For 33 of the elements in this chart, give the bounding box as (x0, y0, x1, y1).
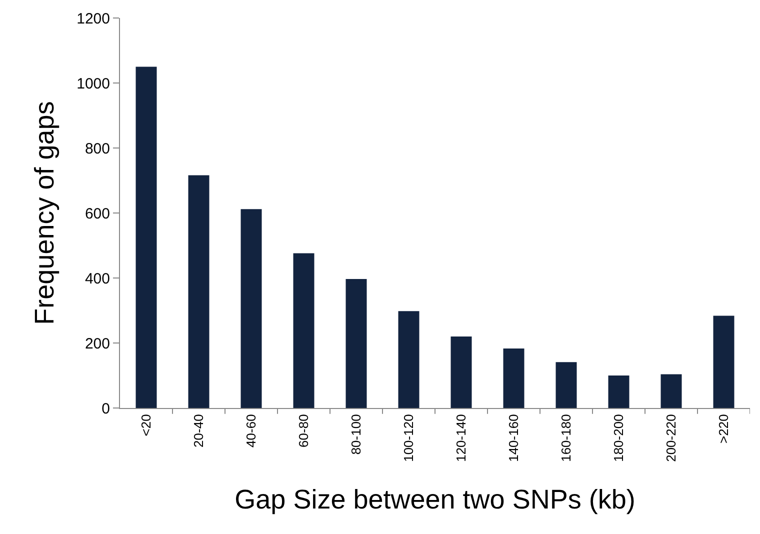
x-tick-label: 160-180 (558, 414, 574, 462)
bar (450, 336, 472, 408)
bar (136, 66, 157, 408)
bar (660, 374, 682, 408)
bar (713, 316, 734, 408)
y-tick-label: 600 (84, 205, 110, 222)
x-tick-label: 80-100 (348, 414, 364, 455)
x-tick-label: 180-200 (610, 414, 626, 462)
bar (608, 376, 630, 408)
x-tick-label: <20 (138, 414, 154, 436)
x-tick-label: >220 (716, 414, 731, 444)
y-axis-title: Frequency of gaps (30, 101, 60, 325)
x-tick-label: 100-120 (400, 414, 416, 462)
y-tick-label: 0 (102, 400, 110, 418)
y-tick-label: 400 (84, 270, 110, 288)
bar (240, 209, 262, 408)
x-tick-label: 140-160 (506, 414, 521, 462)
y-tick-label: 800 (84, 140, 110, 158)
bar (556, 362, 577, 408)
x-tick-label: 200-220 (663, 414, 678, 462)
x-tick-label: 120-140 (453, 414, 468, 462)
x-tick-label: 40-60 (243, 414, 258, 448)
x-tick-label: 20-40 (190, 414, 206, 448)
y-tick-label: 1200 (76, 10, 110, 28)
bar (188, 175, 210, 408)
y-tick-label: 1000 (76, 75, 110, 92)
bar (398, 311, 420, 408)
y-tick-label: 200 (84, 335, 110, 352)
bar (503, 348, 524, 408)
bar (293, 253, 314, 408)
x-tick-label: 60-80 (296, 414, 311, 448)
bar (346, 278, 367, 408)
x-axis-title: Gap Size between two SNPs (kb) (234, 484, 636, 514)
